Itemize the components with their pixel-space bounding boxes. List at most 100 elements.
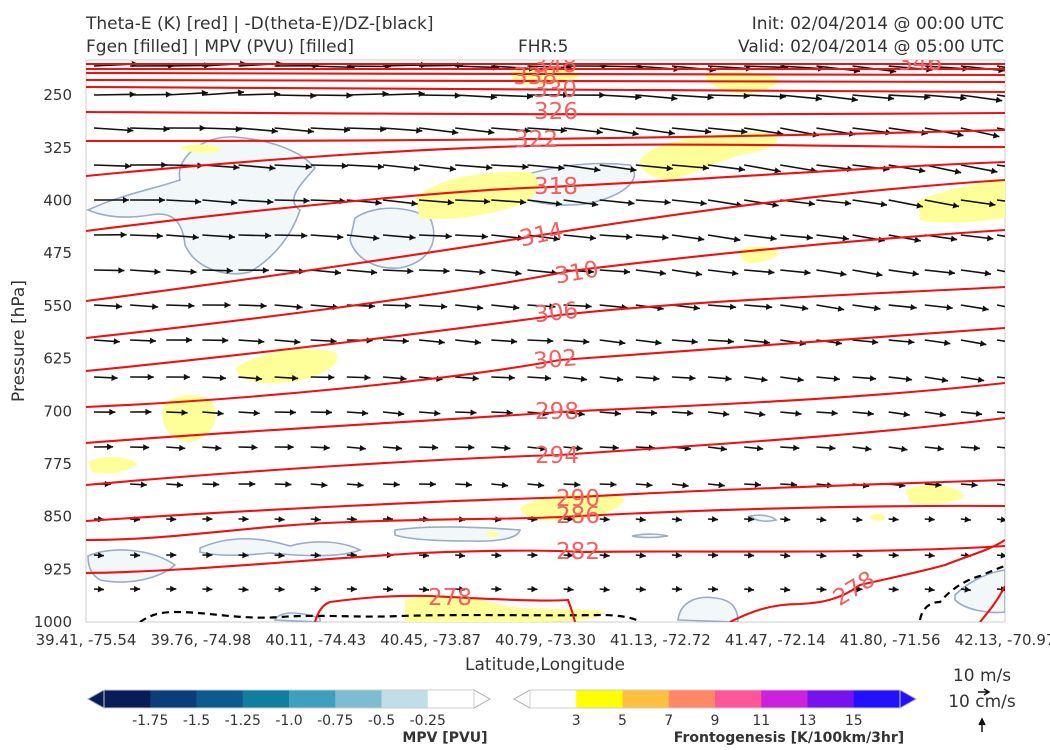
theta-e-contour [86, 71, 1005, 77]
wind-vector [960, 94, 1003, 104]
wind-vector [816, 444, 836, 452]
wind-vector [996, 234, 1005, 238]
wind-vector [166, 336, 193, 344]
theta-e-label-278: 278 [428, 585, 472, 611]
fgen-region [918, 180, 1005, 223]
wind-vector [599, 481, 617, 488]
wind-vector [924, 552, 935, 559]
colorbar-extend-left [86, 689, 105, 709]
wind-vector [563, 481, 581, 488]
wind-vector [816, 552, 827, 559]
wind-vector [707, 234, 741, 243]
wind-vector [888, 304, 917, 311]
wind-vector [419, 586, 430, 593]
wind-vector [166, 551, 177, 559]
wind-vector [527, 199, 563, 207]
y-tick-label: 250 [43, 86, 72, 104]
dtheta-e-dz-contour [918, 564, 1005, 621]
wind-vector [93, 267, 125, 274]
wind-vector [238, 338, 265, 345]
wind-vector [816, 94, 858, 103]
wind-vector [202, 301, 231, 309]
colorbar-tick-label: 7 [664, 713, 673, 729]
colorbar-swatch [242, 690, 290, 708]
wind-vector [563, 586, 574, 593]
wind-vector [382, 337, 409, 345]
y-tick-label: 850 [43, 508, 72, 526]
colorbar-tick-label: 3 [572, 713, 581, 729]
wind-vector [491, 481, 509, 489]
wind-vector [599, 444, 619, 451]
wind-vector [382, 127, 423, 134]
wind-vector [274, 443, 294, 451]
wind-vector [816, 199, 852, 207]
wind-vector [635, 552, 646, 559]
wind-vector [527, 585, 538, 593]
wind-vector [238, 232, 272, 239]
wind-vector [310, 337, 337, 345]
wind-vector [274, 409, 296, 416]
wind-vector [780, 269, 811, 276]
wind-vector [130, 337, 156, 344]
wind-vector [166, 481, 184, 488]
wind-vector [93, 231, 127, 238]
y-axis-label: Pressure [hPa] [9, 280, 29, 402]
theta-e-contour [86, 544, 1005, 575]
wind-vector [888, 516, 899, 523]
wind-vector [310, 552, 321, 559]
wind-vector [924, 199, 960, 209]
wind-vector [888, 445, 908, 453]
wind-vector [996, 411, 1005, 414]
wind-vector [780, 481, 798, 488]
wind-vector [780, 552, 791, 559]
wind-vector [852, 552, 863, 559]
wind-vector [635, 234, 669, 241]
wind-vector [599, 199, 635, 207]
wind-vector [238, 127, 278, 135]
fgen-colorbar: 3 5 7 9 11 13 15 [512, 689, 918, 729]
wind-vector [888, 586, 899, 593]
wind-vector [924, 376, 949, 384]
theta-e-label-282: 282 [556, 539, 600, 565]
wind-vector [238, 552, 249, 559]
wind-vector [274, 586, 285, 593]
fgen-region [180, 144, 222, 153]
colorbar-swatch [104, 690, 151, 708]
wind-vector [130, 444, 150, 451]
wind-vector [491, 409, 513, 416]
wind-vector [310, 374, 335, 381]
wind-vector [346, 585, 357, 593]
wind-vector [563, 444, 583, 452]
wind-vector [924, 411, 946, 418]
wind-vector [382, 375, 407, 382]
wind-vector [166, 198, 202, 205]
wind-vector [238, 409, 260, 417]
wind-vector [93, 338, 120, 345]
wind-vector [671, 234, 705, 242]
wind-vector [852, 445, 872, 452]
fgen-colorbar-label: Frontogenesis [K/100km/3hr] [674, 730, 904, 746]
colorbar-swatch [853, 690, 901, 708]
theta-e-contour [86, 78, 1005, 84]
wind-vector [744, 552, 755, 559]
colorbar-tick-label: 11 [752, 713, 770, 729]
wind-vector [563, 338, 590, 345]
wind-vector [166, 268, 197, 275]
y-axis: 250 325 400 475 550 625 700 775 850 925 1000 [34, 86, 72, 631]
theta-e-contour [313, 594, 577, 622]
y-tick-label: 325 [43, 139, 72, 157]
wind-vector [346, 163, 385, 170]
wind-vector [310, 481, 328, 489]
wind-vector [310, 126, 351, 133]
wind-vector [780, 304, 809, 312]
wind-vector [671, 585, 682, 593]
wind-vector [852, 269, 883, 278]
wind-vector [852, 304, 881, 312]
wind-vector [635, 339, 662, 346]
wind-vector [455, 586, 466, 593]
wind-vector [960, 199, 996, 208]
wind-vector [455, 127, 495, 136]
wind-vector [888, 164, 926, 174]
wind-vector [563, 551, 574, 559]
